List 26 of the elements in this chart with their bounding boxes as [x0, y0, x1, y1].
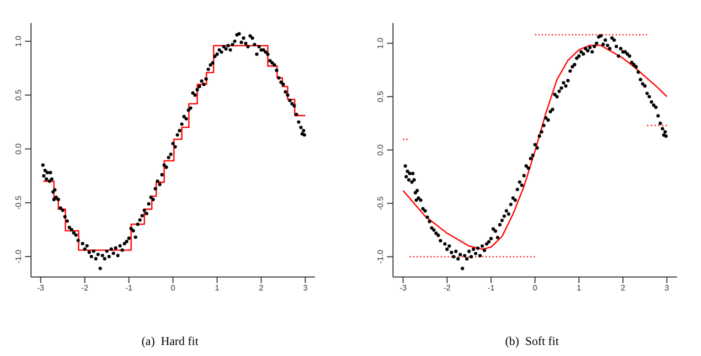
x-tick-label: 3	[664, 284, 670, 293]
x-tick-label: -3	[37, 284, 45, 293]
x-tick-label: 0	[532, 284, 538, 293]
y-tick-label: -0.5	[14, 195, 23, 210]
y-tick-label: 1.0	[376, 37, 385, 49]
text: (a) Hard fit	[140, 334, 200, 349]
x-tick-label: -2	[81, 284, 89, 293]
x-tick-label: 2	[258, 284, 264, 293]
y-tick-label: 0.0	[14, 142, 23, 154]
y-tick-label: -1.0	[376, 249, 385, 264]
x-tick-label: 0	[170, 284, 176, 293]
x-tick-label: 2	[620, 284, 626, 293]
y-tick-label: -1.0	[14, 249, 23, 264]
x-tick-label: -2	[444, 284, 452, 293]
text: (b) Soft fit	[504, 334, 560, 349]
y-tick-label: 0.5	[376, 90, 385, 102]
x-tick-label: -3	[400, 284, 408, 293]
y-tick-label: 0.5	[14, 89, 23, 101]
y-tick-label: 1.0	[14, 35, 23, 47]
x-tick-label: -1	[487, 284, 496, 293]
y-tick-label: 0.0	[376, 144, 385, 156]
y-tick-label: -0.5	[376, 196, 385, 210]
x-tick-label: 1	[576, 284, 582, 293]
x-tick-label: 1	[214, 284, 220, 293]
x-tick-label: 3	[303, 284, 308, 293]
x-tick-label: -1	[125, 284, 133, 293]
